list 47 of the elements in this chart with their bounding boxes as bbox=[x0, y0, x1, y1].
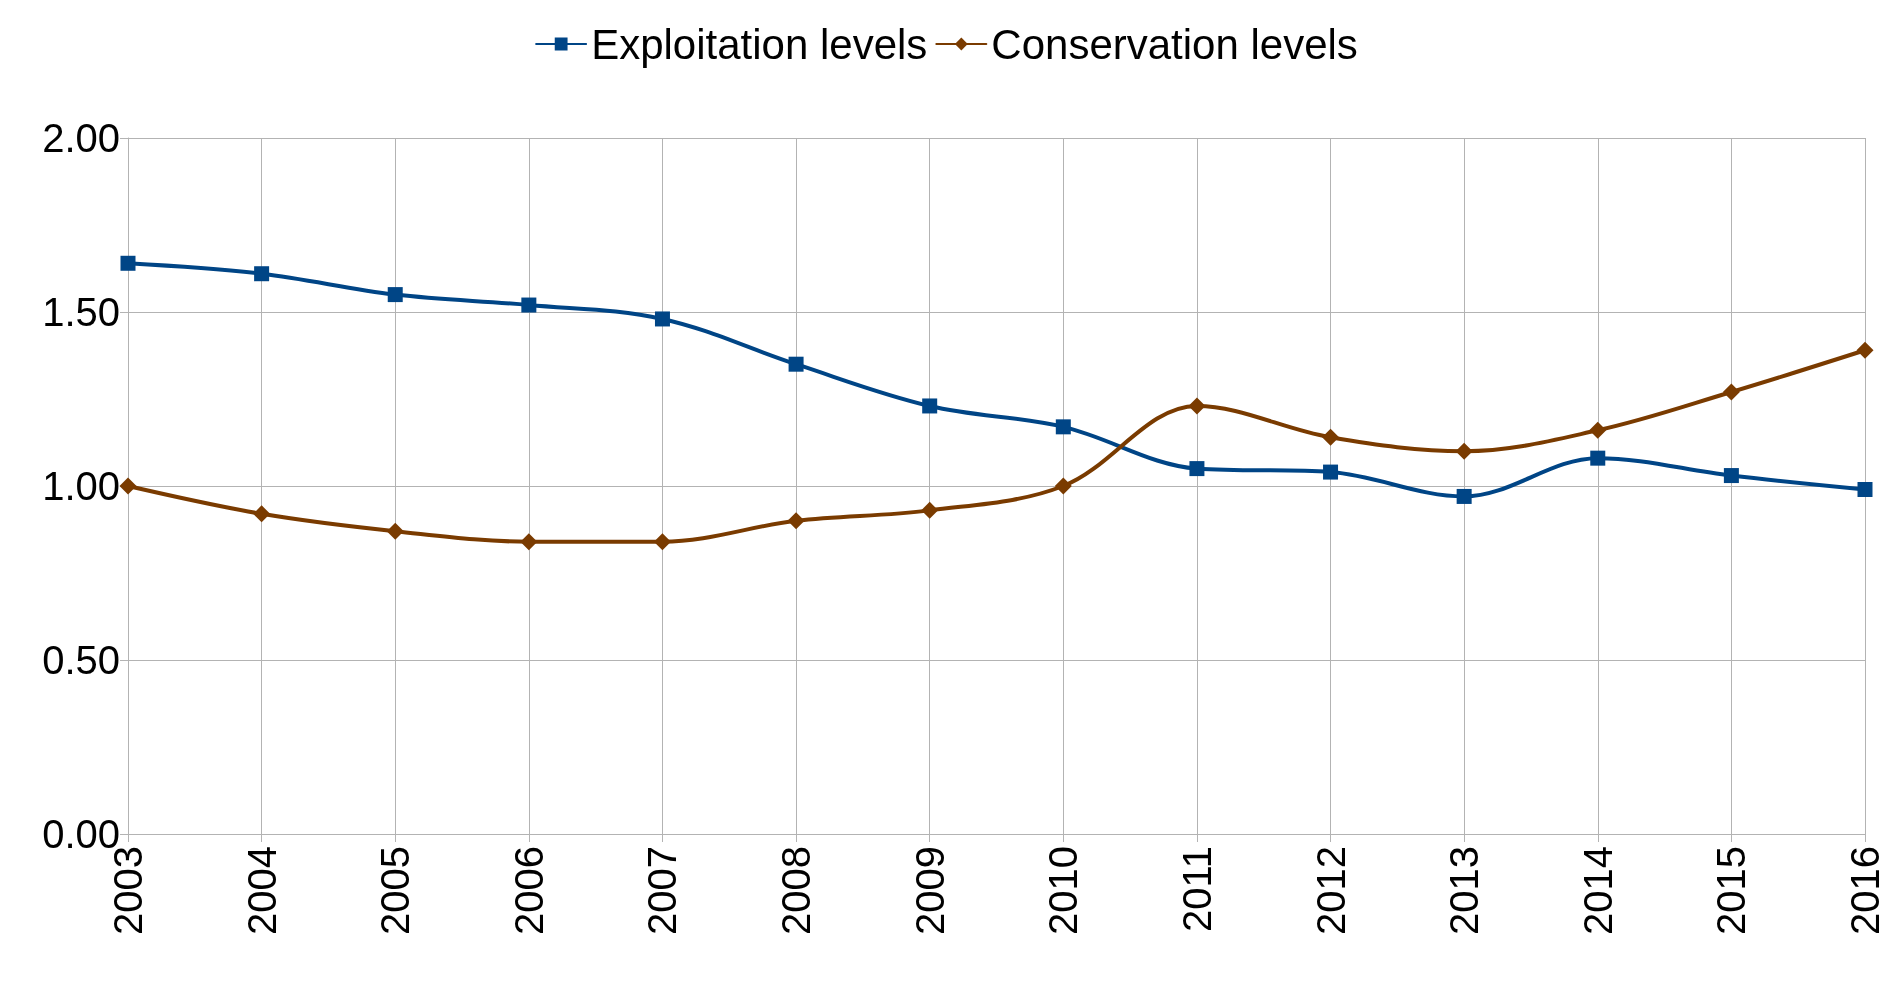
legend-label: Conservation levels bbox=[991, 20, 1358, 68]
x-tick-label: 2006 bbox=[506, 846, 551, 935]
point bbox=[653, 533, 671, 551]
y-tick-label: 1.00 bbox=[42, 464, 120, 508]
point bbox=[1054, 477, 1072, 495]
point bbox=[254, 266, 270, 282]
point bbox=[1456, 488, 1472, 504]
point bbox=[922, 398, 938, 414]
point bbox=[253, 505, 271, 523]
point bbox=[1188, 397, 1206, 415]
x-tick-label: 2010 bbox=[1041, 846, 1086, 935]
point bbox=[1189, 461, 1205, 477]
point bbox=[520, 533, 538, 551]
point bbox=[1723, 468, 1739, 484]
x-tick-label: 2009 bbox=[907, 846, 952, 935]
point bbox=[1322, 428, 1340, 446]
point bbox=[921, 501, 939, 519]
point bbox=[788, 356, 804, 372]
point bbox=[119, 477, 137, 495]
x-tick-label: 2016 bbox=[1843, 846, 1887, 935]
x-tick-label: 2004 bbox=[239, 846, 284, 935]
point bbox=[120, 255, 136, 271]
x-tick-label: 2007 bbox=[640, 846, 685, 935]
point bbox=[387, 287, 403, 303]
point bbox=[1856, 341, 1874, 359]
y-tick-label: 0.50 bbox=[42, 638, 120, 682]
x-tick-label: 2008 bbox=[774, 846, 819, 935]
point bbox=[787, 512, 805, 530]
x-tick-label: 2005 bbox=[373, 846, 418, 935]
point bbox=[1055, 419, 1071, 435]
point bbox=[1323, 464, 1339, 480]
y-tick-label: 2.00 bbox=[42, 116, 120, 160]
x-tick-label: 2012 bbox=[1308, 846, 1353, 935]
point bbox=[1857, 481, 1873, 497]
y-tick-label: 1.50 bbox=[42, 290, 120, 334]
x-tick-label: 2011 bbox=[1174, 846, 1219, 933]
point bbox=[1455, 442, 1473, 460]
point bbox=[1589, 421, 1607, 439]
x-tick-label: 2014 bbox=[1575, 846, 1620, 935]
point bbox=[386, 522, 404, 540]
x-tick-label: 2015 bbox=[1709, 846, 1754, 935]
legend-label: Exploitation levels bbox=[591, 20, 928, 68]
x-tick-label: 2013 bbox=[1442, 846, 1487, 935]
point bbox=[521, 297, 537, 313]
point bbox=[1722, 383, 1740, 401]
point bbox=[1590, 450, 1606, 466]
point bbox=[654, 311, 670, 327]
